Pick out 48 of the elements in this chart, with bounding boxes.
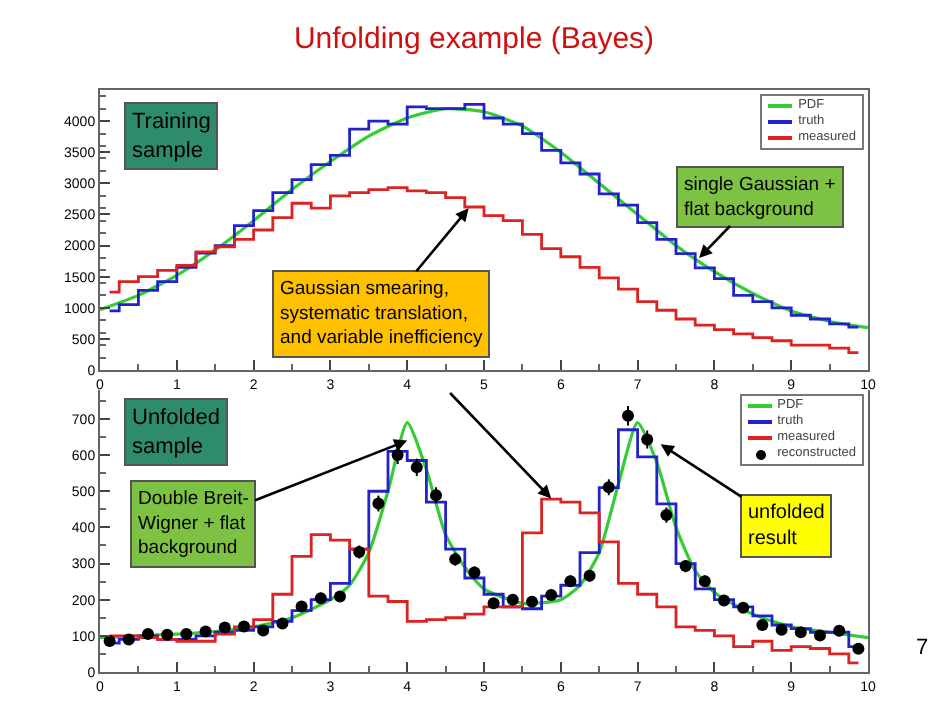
point: [410, 461, 423, 474]
point: [602, 481, 615, 494]
point: [622, 409, 634, 422]
annotation: Gaussian smearing, systematic translation, and variable inefficiency: [280, 278, 483, 350]
point: [295, 600, 308, 613]
point: [276, 617, 289, 630]
point: [334, 590, 346, 603]
point: [679, 560, 692, 573]
point: [199, 625, 212, 638]
point: [775, 623, 788, 636]
point: [718, 594, 730, 607]
point: [449, 553, 462, 566]
point: [468, 566, 481, 579]
point: [506, 593, 519, 606]
point: [852, 642, 865, 655]
annotation: single Gaussian + flat background: [684, 174, 837, 221]
annotation: unfolded result: [748, 502, 825, 550]
point: [372, 497, 385, 510]
point: [583, 569, 596, 582]
point: [430, 489, 442, 502]
point: [122, 633, 135, 646]
point: [833, 624, 846, 637]
point: [814, 629, 826, 642]
point: [391, 449, 404, 462]
annotation: Training sample: [132, 110, 211, 163]
point: [641, 433, 654, 446]
text: 7: [916, 636, 929, 660]
point: [794, 626, 807, 639]
chart-title: Unfolding example (Bayes): [293, 22, 655, 57]
point: [238, 620, 250, 633]
point: [564, 575, 577, 588]
point: [314, 592, 327, 605]
point: [698, 575, 711, 588]
point: [218, 621, 231, 634]
point: [526, 595, 538, 608]
point: [180, 628, 193, 641]
point: [161, 628, 174, 641]
point: [142, 628, 154, 641]
annotation: Unfolded sample: [132, 406, 221, 459]
point: [756, 619, 769, 631]
point: [353, 545, 366, 558]
point: [660, 509, 673, 522]
point: [545, 589, 558, 601]
point: [257, 624, 270, 637]
annotation: Double Breit- Wigner + flat background: [138, 488, 249, 560]
point: [103, 634, 116, 647]
point: [487, 597, 500, 610]
point: [737, 601, 750, 614]
